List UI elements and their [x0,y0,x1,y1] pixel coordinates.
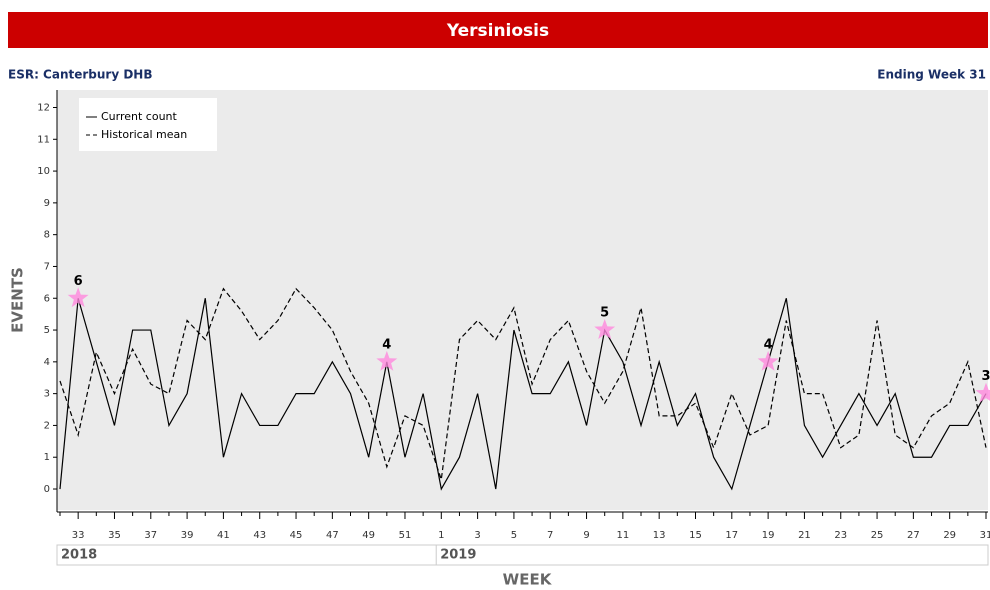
x-tick-label: 27 [907,530,920,541]
data-label: 6 [74,274,83,289]
data-label: 3 [981,369,990,384]
highlight-star [594,319,616,339]
y-tick-label: 10 [37,166,50,177]
x-tick-label: 15 [689,530,702,541]
x-tick-label: 9 [583,530,589,541]
x-tick-label: 13 [653,530,666,541]
y-tick-label: 7 [44,261,50,272]
y-tick-label: 11 [37,134,50,145]
series-line [59,287,987,480]
x-tick-label: 35 [108,530,121,541]
data-label: 4 [382,337,391,352]
x-tick-label: 17 [725,530,738,541]
x-tick-label: 49 [362,530,375,541]
x-tick-label: 3 [474,530,480,541]
x-tick-label: 29 [943,530,956,541]
x-tick-label: 25 [871,530,884,541]
y-tick-label: 0 [44,484,50,495]
plot-area [57,90,988,510]
highlight-star [67,287,89,308]
x-tick-label: 19 [762,530,775,541]
highlight-star [975,382,990,403]
x-tick-label: 51 [399,530,412,541]
x-tick-label: 45 [290,530,303,541]
year-label: 2019 [440,548,476,563]
highlight-star [757,350,779,371]
x-tick-label: 43 [253,530,266,541]
highlight-star [376,350,398,371]
y-tick-label: 9 [44,198,50,209]
year-bar [56,544,989,566]
y-axis-label: EVENTS [9,267,27,333]
x-tick-label: 47 [326,530,339,541]
x-tick-label: 7 [547,530,553,541]
y-tick-label: 4 [44,357,50,368]
x-tick-label: 21 [798,530,811,541]
x-tick-label: 11 [616,530,629,541]
x-tick-label: 41 [217,530,230,541]
y-tick-label: 12 [37,102,50,113]
y-tick-label: 1 [44,452,50,463]
y-tick-label: 3 [44,389,50,400]
title-bar [8,12,988,48]
x-tick-label: 5 [511,530,517,541]
legend-label: Current count [101,110,178,123]
data-label: 5 [600,306,609,321]
subtitle-left: ESR: Canterbury DHB [8,68,153,82]
x-tick-label: 39 [181,530,194,541]
x-tick-label: 1 [438,530,444,541]
y-tick-label: 6 [44,293,50,304]
series-line [59,298,987,491]
x-tick-label: 33 [72,530,85,541]
legend [79,98,217,151]
legend-label: Historical mean [101,128,187,141]
x-tick-label: 31 [980,530,990,541]
y-tick-label: 8 [44,230,50,241]
year-label: 2018 [61,548,97,563]
x-tick-label: 23 [834,530,847,541]
subtitle-right: Ending Week 31 [877,68,986,82]
y-tick-label: 2 [44,420,50,431]
x-tick-label: 37 [144,530,157,541]
x-axis-label: WEEK [503,571,553,589]
chart-title: Yersiniosis [446,21,549,41]
y-tick-label: 5 [44,325,50,336]
data-label: 4 [764,337,773,352]
